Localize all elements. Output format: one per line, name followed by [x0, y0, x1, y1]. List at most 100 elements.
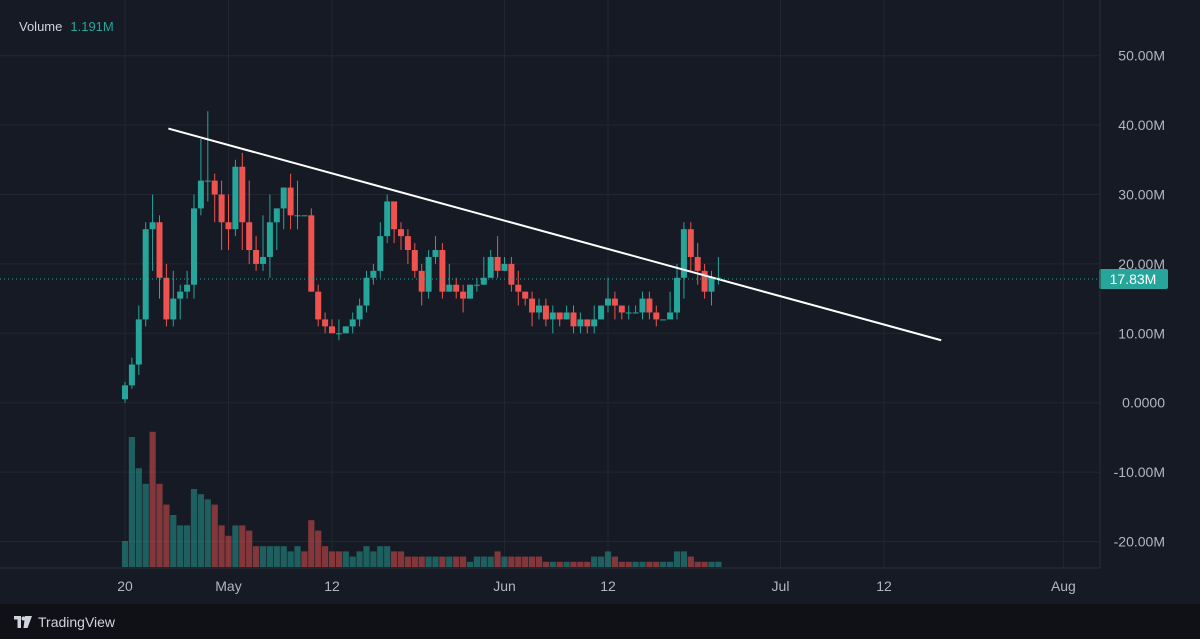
candles — [122, 111, 722, 403]
candle-body — [694, 256, 701, 271]
candle-body — [563, 312, 570, 320]
volume-bar — [618, 561, 625, 567]
candle-body — [453, 284, 460, 292]
volume-bar — [253, 546, 260, 567]
volume-bar — [294, 546, 301, 567]
volume-bar — [508, 556, 515, 567]
volume-bar — [632, 561, 639, 567]
volume-bar — [584, 561, 591, 567]
last-value-label: 17.83M — [1110, 271, 1157, 287]
volume-bar — [384, 546, 391, 567]
volume-bar — [170, 515, 177, 567]
candle-body — [536, 305, 542, 313]
candle-body — [204, 180, 211, 182]
volume-bar — [604, 551, 612, 567]
volume-bar — [598, 556, 605, 567]
volume-bar — [349, 556, 356, 567]
volume-bar — [570, 561, 577, 567]
candle-body — [266, 222, 273, 257]
volume-bar — [687, 556, 694, 567]
volume-bar — [667, 561, 674, 567]
footer-bar: TradingView — [0, 604, 1200, 639]
candle-body — [542, 305, 549, 320]
volume-bar — [404, 556, 411, 567]
candle-body — [135, 319, 142, 365]
volume-bar — [480, 556, 487, 567]
volume-bar — [715, 561, 722, 567]
volume-bar — [466, 561, 474, 567]
volume-bar — [232, 525, 239, 567]
candle-body — [294, 215, 301, 217]
volume-bar — [328, 551, 336, 567]
chart-plot: 17.83M 50.00M 40.00M 30.00M 20.00M 10.00M 0.0… — [0, 0, 1168, 594]
last-value-badge — [1099, 268, 1168, 289]
volume-bar — [204, 499, 211, 567]
volume-bar — [177, 525, 184, 567]
volume-bar — [577, 561, 584, 567]
volume-bars — [121, 431, 722, 567]
volume-bar — [708, 561, 715, 567]
candle-body — [280, 187, 287, 209]
brand-name: TradingView — [38, 613, 116, 630]
axes: 50.00M 40.00M 30.00M 20.00M 10.00M 0.0000 -10.… — [0, 0, 1165, 594]
overlays: 17.83M — [0, 127, 1168, 342]
candle-body — [363, 277, 370, 306]
volume-bar — [163, 504, 170, 567]
volume-bar — [301, 551, 308, 567]
y-tick-label: 40.00M — [1118, 117, 1165, 133]
y-tick-label: -10.00M — [1114, 464, 1165, 480]
x-tick-label: 12 — [324, 578, 340, 594]
x-tick-label: 12 — [600, 578, 616, 594]
volume-bar — [128, 437, 135, 567]
x-tick-label: Jul — [772, 578, 790, 594]
tradingview-brand[interactable]: TradingView — [14, 614, 115, 630]
y-tick-label: 30.00M — [1118, 187, 1165, 203]
volume-bar — [377, 546, 384, 567]
candle-body — [370, 270, 377, 278]
candle-body — [508, 263, 515, 285]
volume-bar — [121, 541, 129, 567]
volume-bar — [453, 556, 460, 567]
candle-body — [439, 250, 446, 292]
volume-bar — [501, 556, 508, 567]
candle-body — [625, 312, 632, 314]
volume-bar — [625, 561, 632, 567]
volume-bar — [549, 561, 556, 567]
candle-body — [398, 229, 404, 237]
candle-body — [384, 201, 391, 237]
volume-bar — [611, 556, 618, 567]
candle-body — [556, 312, 563, 320]
volume-bar — [418, 556, 425, 567]
candle-body — [591, 319, 598, 327]
candle-body — [501, 263, 508, 271]
volume-bar — [446, 556, 453, 567]
volume-bar — [391, 551, 398, 567]
candle-body — [156, 222, 163, 278]
candle-body — [411, 250, 418, 271]
candle-body — [322, 319, 329, 327]
candle-body — [487, 256, 494, 278]
volume-bar — [370, 551, 377, 567]
candle-body — [122, 385, 128, 400]
volume-bar — [673, 551, 681, 567]
y-tick-label: 0.0000 — [1122, 395, 1165, 411]
candle-body — [529, 298, 536, 313]
y-tick-label: 20.00M — [1118, 256, 1165, 272]
volume-bar — [335, 551, 342, 567]
volume-bar — [556, 561, 563, 567]
volume-bar — [225, 535, 232, 567]
volume-bar — [266, 546, 273, 567]
volume-bar — [515, 556, 522, 567]
candle-body — [163, 277, 170, 320]
candle-body — [315, 291, 322, 320]
volume-bar — [522, 556, 529, 567]
candle-body — [467, 284, 473, 299]
candle-body — [218, 194, 225, 223]
candle-body — [149, 222, 156, 230]
x-tick-label: Jun — [493, 578, 516, 594]
candle-body — [391, 201, 398, 230]
candle-body — [653, 312, 660, 320]
candle-body — [273, 208, 280, 223]
candle-body — [301, 215, 308, 217]
volume-bar — [190, 489, 198, 567]
